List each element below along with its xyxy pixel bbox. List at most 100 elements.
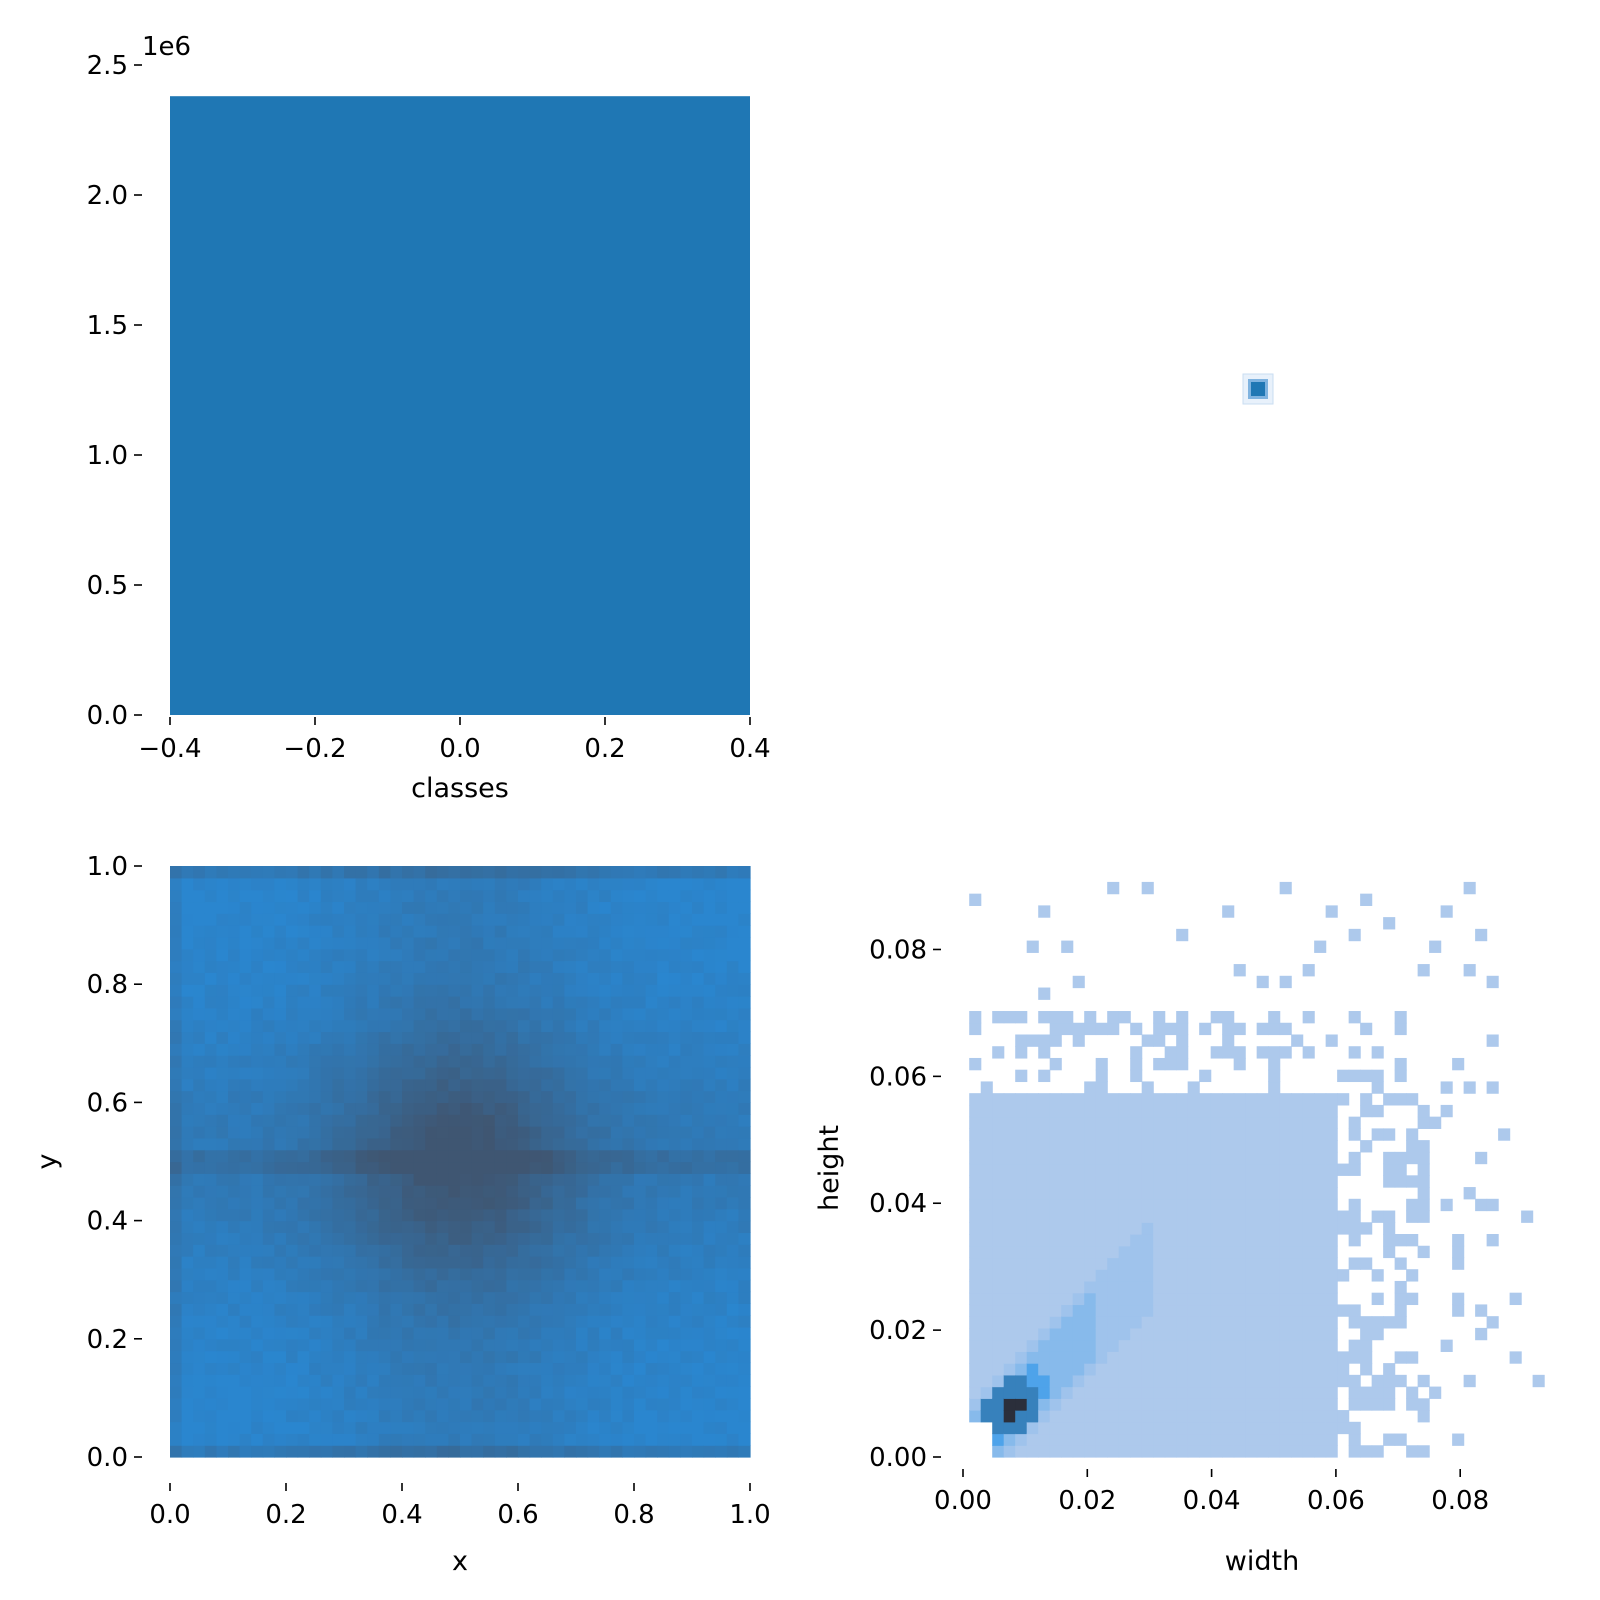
x-y-heatmap-panel: 0.0 0.2 0.4 0.6 0.8 1.0 0.00.20.40.60.81.0 x … [32, 852, 771, 1577]
heatmap-cell [1394, 1304, 1407, 1317]
heatmap-cell [1233, 1175, 1246, 1188]
heatmap-cell [1164, 1093, 1177, 1106]
heatmap-cell [1015, 1210, 1028, 1223]
heatmap-cell [1038, 1046, 1051, 1059]
heatmap-cell [576, 1161, 589, 1174]
heatmap-cell [1256, 1410, 1269, 1423]
heatmap-cell [657, 1291, 670, 1304]
heatmap-cell [529, 1232, 542, 1245]
heatmap-cell [436, 1397, 449, 1411]
heatmap-cell [1003, 1198, 1016, 1212]
heatmap-cell [576, 1291, 589, 1304]
heatmap-cell [1452, 1292, 1465, 1306]
heatmap-cell [645, 913, 658, 926]
heatmap-cell [262, 1185, 275, 1198]
heatmap-cell [239, 1090, 252, 1103]
heatmap-cell [1107, 1093, 1120, 1106]
heatmap-cell [355, 936, 368, 950]
heatmap-cell [378, 1102, 391, 1115]
heatmap-cell [1222, 1257, 1235, 1270]
heatmap-cell [668, 1303, 681, 1316]
heatmap-cell [518, 1244, 531, 1257]
heatmap-cell [992, 1280, 1005, 1294]
heatmap-cell [506, 1232, 519, 1245]
heatmap-cell [471, 1196, 484, 1210]
heatmap-cell [344, 984, 357, 997]
heatmap-cell [1095, 1421, 1108, 1435]
heatmap-cell [181, 1232, 194, 1245]
heatmap-cell [1291, 1269, 1304, 1282]
heatmap-cell [668, 1173, 681, 1186]
heatmap-cell [1187, 1374, 1200, 1388]
heatmap-cell [1084, 1410, 1097, 1423]
heatmap-cell [634, 866, 647, 879]
heatmap-cell [518, 1267, 531, 1281]
heatmap-cell [1302, 1269, 1315, 1282]
heatmap-cell [413, 1090, 426, 1103]
heatmap-cell [541, 1090, 554, 1103]
heatmap-cell [320, 1386, 333, 1399]
heatmap-cell [274, 984, 287, 997]
heatmap-cell [216, 866, 229, 879]
heatmap-cell [1222, 1140, 1235, 1153]
heatmap-cell [471, 1386, 484, 1399]
heatmap-cell [320, 1031, 333, 1044]
heatmap-cell [1038, 1316, 1051, 1329]
heatmap-cell [425, 1066, 438, 1080]
heatmap-cell [703, 1102, 716, 1115]
heatmap-cell [344, 901, 357, 914]
heatmap-cell [692, 1326, 705, 1340]
heatmap-cell [1084, 1386, 1097, 1399]
heatmap-cell [552, 1173, 565, 1186]
heatmap-cell [1256, 1398, 1269, 1411]
heatmap-cell [980, 1327, 993, 1341]
heatmap-cell [610, 1078, 623, 1092]
heatmap-cell [483, 1326, 496, 1340]
heatmap-cell [610, 1161, 623, 1174]
heatmap-cell [1072, 1245, 1085, 1259]
heatmap-cell [170, 960, 183, 973]
heatmap-cell [715, 1149, 728, 1163]
heatmap-cell [1337, 1222, 1350, 1235]
heatmap-cell [599, 1362, 612, 1375]
heatmap-cell [378, 866, 391, 879]
heatmap-cell [1268, 1011, 1281, 1024]
heatmap-cell [309, 1386, 322, 1399]
heatmap-cell [483, 1031, 496, 1044]
heatmap-cell [251, 901, 264, 914]
heatmap-cell [634, 1007, 647, 1021]
heatmap-cell [1061, 1351, 1074, 1364]
heatmap-cell [564, 1315, 577, 1328]
heatmap-cell [378, 1208, 391, 1222]
heatmap-cell [1314, 1327, 1327, 1341]
heatmap-cell [610, 1090, 623, 1103]
heatmap-cell [448, 1303, 461, 1316]
heatmap-cell [1394, 1280, 1407, 1294]
heatmap-cell [355, 1256, 368, 1269]
heatmap-cell [425, 925, 438, 938]
heatmap-cell [471, 1114, 484, 1127]
heatmap-cell [204, 1137, 217, 1151]
classes-x-tick-label: 0.2 [584, 734, 625, 764]
heatmap-cell [703, 1185, 716, 1198]
heatmap-cell [541, 1326, 554, 1340]
heatmap-cell [576, 1397, 589, 1411]
heatmap-cell [1003, 1374, 1016, 1388]
heatmap-cell [494, 1149, 507, 1163]
heatmap-cell [274, 1315, 287, 1328]
heatmap-cell [1061, 1280, 1074, 1294]
heatmap-cell [587, 936, 600, 950]
heatmap-cell [251, 1173, 264, 1186]
heatmap-cell [297, 1126, 310, 1139]
heatmap-cell [634, 1303, 647, 1316]
heatmap-cell [1015, 1222, 1028, 1235]
heatmap-cell [587, 1244, 600, 1257]
heatmap-cell [448, 1232, 461, 1245]
heatmap-cell [680, 1031, 693, 1044]
heatmap-cell [204, 1043, 217, 1056]
heatmap-cell [320, 901, 333, 914]
heatmap-cell [378, 1433, 391, 1446]
heatmap-cell [1038, 1374, 1051, 1388]
heatmap-cell [992, 1245, 1005, 1259]
heatmap-cell [1210, 1104, 1223, 1118]
